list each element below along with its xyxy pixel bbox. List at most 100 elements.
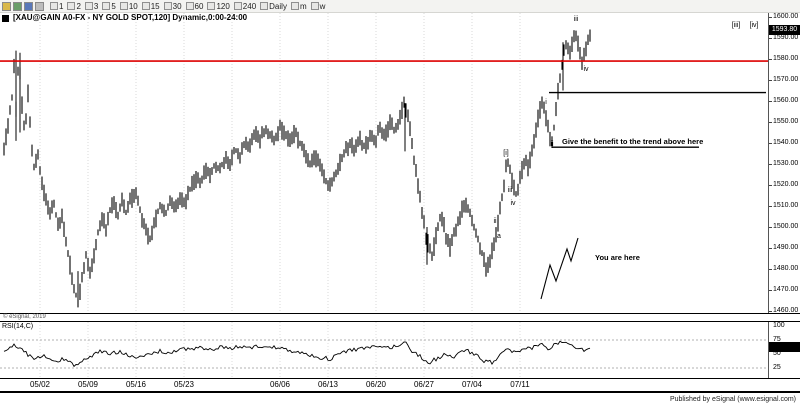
interval-label: 15 [150,1,160,11]
price-axis-label: 1490.00 [773,244,799,251]
layout-icon[interactable] [13,1,22,11]
price-axis-label: 1530.00 [773,160,799,167]
date-axis-label: 05/02 [29,380,51,389]
interval-button-60[interactable]: 60 [185,1,204,11]
interval-icon [163,2,172,10]
open-chart-icon[interactable] [2,1,11,11]
price-tick [769,269,772,270]
interval-button-120[interactable]: 120 [207,1,230,11]
price-tick [769,206,772,207]
price-tick [769,122,772,123]
rsi-axis-label: 100 [773,322,785,329]
date-axis-label: 07/11 [510,380,530,389]
price-tick [769,248,772,249]
price-axis-label: 1500.00 [773,223,799,230]
wave-label[interactable]: [iii] [732,22,741,29]
copyright-watermark: © eSignal, 2019 [3,314,46,320]
grid-icon[interactable] [24,1,33,11]
interval-button-w[interactable]: w [310,1,326,11]
interval-button-1[interactable]: 1 [50,2,63,11]
interval-icon [233,2,242,10]
wave-label[interactable]: ii [550,141,554,148]
rsi-line [3,340,591,368]
interval-icon [310,2,319,10]
interval-label: 2 [76,1,81,11]
wave-label[interactable]: iv [583,66,589,73]
trend-note-annotation[interactable]: Give the benefit to the trend above here [562,137,703,146]
interval-label: 120 [216,1,230,11]
wave-label[interactable]: [iv] [750,22,759,29]
interval-button-10[interactable]: 10 [119,1,138,11]
interval-icon [207,2,216,10]
vertical-gridlines [39,13,521,313]
interval-label: Daily [269,1,287,11]
price-tick [769,185,772,186]
you-are-here-annotation[interactable]: You are here [595,253,640,262]
interval-icon [119,2,128,10]
price-tick [769,311,772,312]
chart-symbol-icon [2,15,9,22]
toolbar: 1 2 3 5 10 15 30 60 120 240 Daily m w [0,0,800,13]
rsi-axis-label: 75 [773,336,781,343]
wave-label[interactable]: i [545,99,547,106]
price-axis-label: 1590.00 [773,34,799,41]
wave-label[interactable]: ii [493,218,497,225]
interval-icon [141,2,150,10]
candles [3,29,591,308]
copyright-strip: © eSignal, 2019 [0,313,800,322]
rsi-canvas[interactable] [0,322,768,378]
date-axis-label: 06/20 [365,380,387,389]
last-price-badge: 1593.80 [769,25,800,35]
price-tick [769,59,772,60]
interval-label: m [299,1,307,11]
interval-label: 30 [172,1,182,11]
wave-label[interactable]: a [497,233,501,240]
rsi-axis-label: 50 [773,350,781,357]
wave-label[interactable]: iv [510,200,516,207]
chart-title: [XAU@GAIN A0-FX - NY GOLD SPOT,120] Dyna… [13,13,248,22]
wave-label[interactable]: iii [508,187,513,194]
interval-label: w [319,1,326,11]
interval-button-2[interactable]: 2 [67,1,81,11]
rsi-value-badge [769,342,800,352]
rsi-axis[interactable]: 100 75 50 25 [768,322,800,378]
print-icon[interactable] [35,1,44,11]
price-axis-label: 1480.00 [773,265,799,272]
interval-button-daily[interactable]: Daily [260,2,287,11]
interval-button-30[interactable]: 30 [163,1,182,11]
interval-label: 240 [242,1,257,11]
price-axis-label: 1460.00 [773,307,799,314]
price-axis-label: 1470.00 [773,286,799,293]
price-axis-label: 1570.00 [773,76,799,83]
interval-icon [84,2,93,10]
interval-icon [185,2,194,10]
rsi-study-label: RSI(14,C) [2,323,34,330]
interval-icon [290,2,299,10]
price-tick [769,80,772,81]
interval-icon [260,2,269,10]
price-axis-label: 1510.00 [773,202,799,209]
interval-button-3[interactable]: 3 [84,1,99,11]
interval-button-5[interactable]: 5 [102,2,116,11]
price-axis-label: 1540.00 [773,139,799,146]
published-credit: Published by eSignal (www.esignal.com) [669,396,796,403]
rsi-axis-label: 25 [773,364,781,371]
price-tick [769,227,772,228]
zigzag-sketch[interactable] [540,237,579,300]
time-axis[interactable]: 05/02 05/09 05/16 05/23 06/06 06/13 06/20 06/27… [0,379,800,391]
interval-label: 10 [128,1,138,11]
wave-label[interactable]: iii [574,16,579,23]
interval-button-240[interactable]: 240 [233,1,257,11]
interval-label: 60 [194,1,204,11]
interval-label: 3 [93,1,99,11]
interval-button-m[interactable]: m [290,1,307,11]
price-axis-label: 1550.00 [773,118,799,125]
price-tick [769,164,772,165]
date-axis-label: 07/04 [461,380,483,389]
price-axis[interactable]: 1593.80 1600.00 1590.00 1580.00 1570.00 1560… [768,13,800,314]
wave-label[interactable]: [i] [503,150,509,157]
interval-button-15[interactable]: 15 [141,1,160,11]
price-axis-label: 1560.00 [773,97,799,104]
